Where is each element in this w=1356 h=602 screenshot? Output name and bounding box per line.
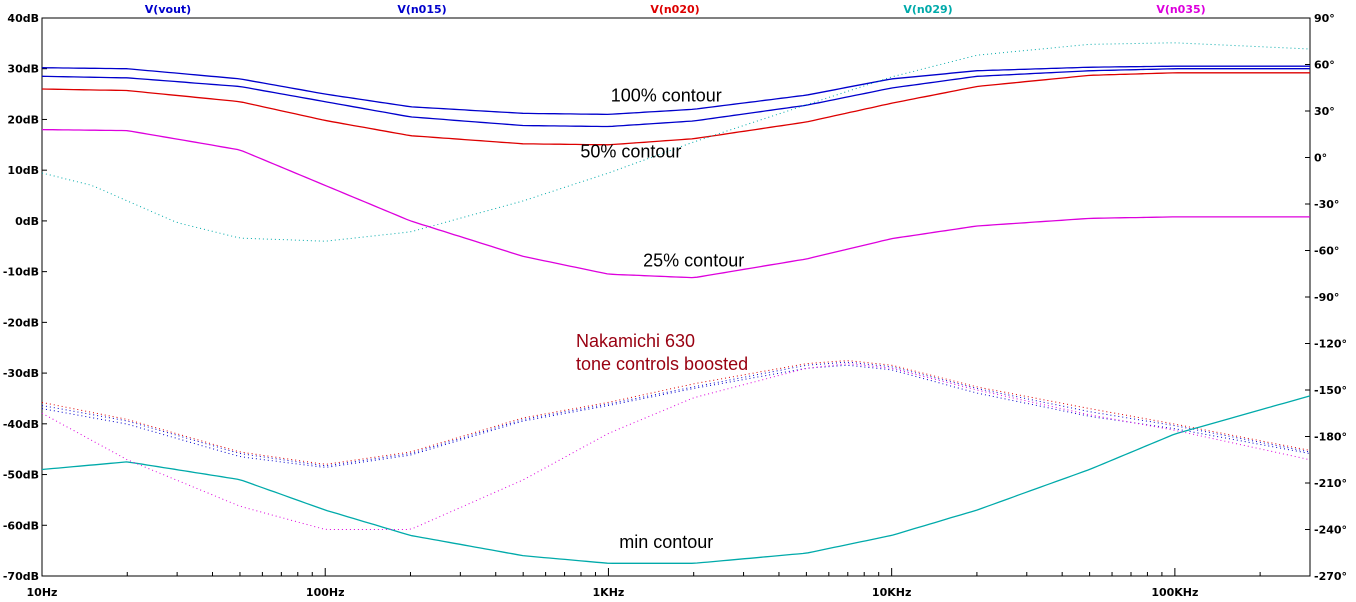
phase-trace-vn029 (41, 42, 1311, 242)
traces (41, 42, 1311, 564)
phase-trace-vn015 (41, 361, 1311, 467)
trace-label: V(vout) (145, 3, 191, 16)
y2-tick-label: 30° (1314, 105, 1335, 118)
x-tick-label: 100Hz (306, 586, 345, 599)
y2-tick-label: -150° (1314, 384, 1347, 397)
phase-trace-vvout (41, 364, 1311, 468)
x-tick-label: 100KHz (1151, 586, 1198, 599)
magnitude-trace-vvout (41, 65, 1310, 116)
trace-legend: V(vout) V(n015) V(n020) V(n029) V(n035) (145, 3, 1206, 16)
magnitude-trace-vn035 (41, 128, 1310, 279)
trace-label: V(n015) (397, 3, 446, 16)
y-tick-label: 0dB (15, 215, 39, 228)
y-tick-label: -70dB (3, 570, 39, 583)
x-tick-label: 10KHz (872, 586, 911, 599)
y-tick-label: -20dB (3, 316, 39, 329)
y2-tick-label: -180° (1314, 431, 1347, 444)
magnitude-trace-vn020 (41, 72, 1310, 146)
magnitude-trace-vn029 (41, 395, 1311, 564)
y-tick-label: -30dB (3, 367, 39, 380)
y-tick-label: -10dB (3, 266, 39, 279)
y2-tick-label: -60° (1314, 245, 1339, 258)
phase-trace-vn035 (41, 363, 1311, 530)
y2-tick-label: 60° (1314, 59, 1335, 72)
y-tick-label: 30dB (7, 63, 39, 76)
annotations: 100% contour 50% contour 25% contour min co… (576, 86, 748, 552)
x-tick-label: 10Hz (27, 586, 58, 599)
y2-tick-label: -90° (1314, 291, 1339, 304)
axis-ticks: 40dB 30dB 20dB 10dB 0dB -10dB -20dB -30dB -40dB -… (3, 12, 1347, 599)
note-line: Nakamichi 630 (576, 331, 695, 351)
y2-tick-label: 90° (1314, 12, 1335, 25)
y2-tick-label: -240° (1314, 524, 1347, 537)
magnitude-trace-vn015 (41, 68, 1310, 128)
contour-annotation: 50% contour (580, 142, 681, 162)
y2-tick-label: -270° (1314, 570, 1347, 583)
y2-tick-label: -120° (1314, 338, 1347, 351)
x-tick-label: 1KHz (593, 586, 625, 599)
y-tick-label: -40dB (3, 418, 39, 431)
y2-tick-label: -210° (1314, 477, 1347, 490)
y-tick-label: -60dB (3, 519, 39, 532)
note-line: tone controls boosted (576, 354, 748, 374)
trace-label: V(n035) (1156, 3, 1205, 16)
contour-annotation: 25% contour (643, 251, 744, 271)
y-tick-label: 20dB (7, 113, 39, 126)
contour-annotation: min contour (619, 532, 713, 552)
trace-label: V(n029) (903, 3, 952, 16)
contour-annotation: 100% contour (611, 86, 722, 106)
phase-trace-vn020 (41, 360, 1311, 465)
y2-tick-label: 0° (1314, 152, 1327, 165)
y2-tick-label: -30° (1314, 198, 1339, 211)
y-tick-label: 10dB (7, 164, 39, 177)
y-tick-label: -50dB (3, 469, 39, 482)
trace-label: V(n020) (650, 3, 699, 16)
y-tick-label: 40dB (7, 12, 39, 25)
